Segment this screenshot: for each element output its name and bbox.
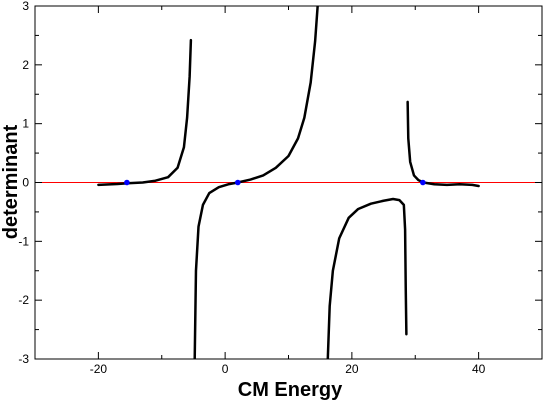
- x-axis-title: CM Energy: [238, 379, 343, 401]
- root-marker-3: [420, 179, 426, 186]
- y-tick-label: 2: [22, 58, 29, 72]
- curve-segment-2: [193, 6, 319, 359]
- x-tick-label: 20: [345, 362, 359, 376]
- y-tick-label: -2: [18, 293, 29, 307]
- y-tick-label: -3: [18, 352, 29, 366]
- data-group: [35, 6, 542, 359]
- y-tick-label: 0: [22, 176, 29, 190]
- curve-segment-3: [326, 197, 408, 359]
- root-marker-2: [235, 179, 241, 186]
- y-tick-label: 3: [22, 0, 29, 13]
- y-tick-label: 1: [22, 117, 29, 131]
- y-axis-title: determinant: [0, 124, 22, 239]
- x-tick-label: 0: [222, 362, 229, 376]
- x-tick-label: -20: [90, 362, 108, 376]
- root-marker-1: [124, 179, 130, 186]
- x-tick-label: 40: [472, 362, 486, 376]
- axis-ticks: -20 0 20 40 -3 -2 -1 0 1 2 3: [18, 0, 543, 376]
- y-tick-label: -1: [18, 234, 29, 248]
